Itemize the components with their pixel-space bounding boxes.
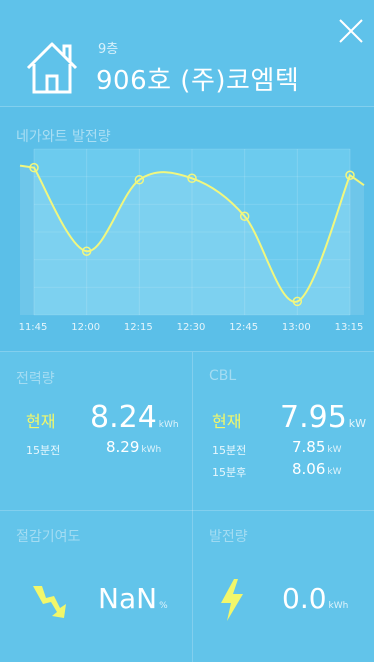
generation-unit: kWh: [328, 601, 349, 611]
chart-tick-label: 12:30: [177, 322, 206, 333]
power-title: 전력량: [16, 371, 55, 387]
cbl-now-unit: kW: [348, 417, 367, 430]
saving-unit: %: [159, 601, 168, 611]
panel-horizontal-divider: [0, 510, 374, 511]
chart-data-point: [345, 170, 355, 180]
generation-chart: 11:45 12:00 12:15 12:30 12:45 13:00 13:15: [19, 148, 365, 333]
header: 9층 906호 (주)코엠텍: [0, 0, 374, 106]
cbl-now-number: 7.95: [280, 400, 347, 435]
chart-data-point: [187, 173, 197, 184]
chart-data-point: [29, 162, 39, 173]
power-now-value: 8.24 kWh: [90, 400, 179, 435]
power-now-number: 8.24: [90, 400, 157, 435]
generation-number: 0.0: [282, 582, 327, 615]
header-divider: [0, 106, 374, 107]
saving-value: NaN%: [98, 582, 168, 615]
chart-divider: [0, 351, 374, 352]
generation-title: 발전량: [209, 529, 248, 545]
power-prev-label: 15분전: [26, 444, 61, 457]
trend-down-icon: [33, 586, 66, 618]
chart-data-point: [134, 175, 145, 185]
cbl-next-number: 8.06: [292, 460, 326, 478]
generation-value: 0.0 kWh: [282, 582, 348, 615]
chart-tick-label: 13:00: [282, 322, 311, 333]
cbl-next-unit: kW: [327, 467, 342, 477]
chart-data-point: [81, 246, 92, 256]
cbl-now-value: 7.95 kW: [280, 400, 366, 435]
cbl-prev-unit: kW: [327, 445, 342, 455]
cbl-panel: [193, 352, 374, 510]
chart-data-point: [239, 211, 250, 222]
chart-tick-label: 12:45: [229, 322, 258, 333]
chart-tick-label: 12:15: [124, 322, 153, 333]
chart-plot-bg: [34, 149, 350, 315]
power-prev-unit: kWh: [141, 445, 162, 455]
cbl-next-value: 8.06 kW: [292, 460, 342, 478]
chart-tick-label: 11:45: [19, 322, 48, 333]
saving-title: 절감기여도: [16, 529, 81, 545]
generation-panel: [193, 511, 374, 662]
power-now-unit: kWh: [158, 420, 179, 430]
unit-name: 906호 (주)코엠텍: [96, 66, 300, 96]
cbl-prev-number: 7.85: [292, 438, 326, 456]
cbl-next-label: 15분후: [212, 466, 247, 479]
power-prev-value: 8.29 kWh: [106, 438, 161, 456]
lightning-icon: [221, 579, 243, 621]
chart-series-line: [19, 164, 365, 303]
home-icon: [26, 42, 78, 94]
chart-tick-label: 13:15: [335, 322, 364, 333]
chart-title: 네가와트 발전량: [16, 129, 111, 145]
close-icon[interactable]: [338, 18, 364, 44]
cbl-prev-value: 7.85 kW: [292, 438, 342, 456]
power-prev-number: 8.29: [106, 438, 140, 456]
panel-vertical-divider: [192, 352, 193, 662]
floor-label: 9층: [98, 42, 119, 57]
chart-tick-label: 12:00: [71, 322, 100, 333]
chart-area-fill: [20, 165, 364, 315]
cbl-prev-label: 15분전: [212, 444, 247, 457]
cbl-title: CBL: [209, 368, 237, 384]
chart-data-point: [292, 296, 303, 307]
cbl-now-label: 현재: [212, 412, 242, 431]
power-panel: [0, 352, 192, 510]
power-now-label: 현재: [26, 412, 56, 431]
saving-panel: [0, 511, 192, 662]
saving-number: NaN: [98, 582, 158, 615]
